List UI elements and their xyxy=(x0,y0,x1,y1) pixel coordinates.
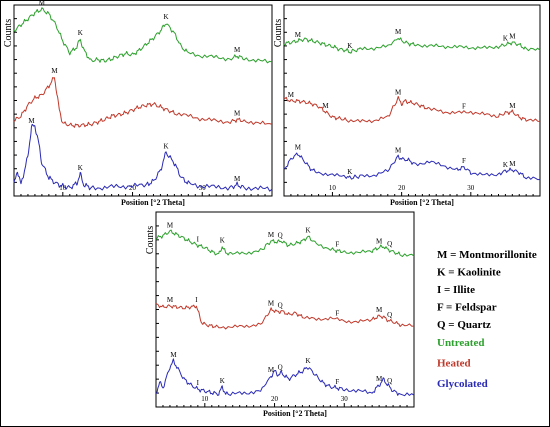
peak-label: M xyxy=(268,300,275,308)
x-tick-label: 30 xyxy=(467,184,475,192)
legend-abbreviation: I = Illite xyxy=(437,284,475,296)
peak-label: M xyxy=(268,366,275,374)
x-tick-label: 20 xyxy=(129,184,137,192)
y-axis-label: Counts xyxy=(3,19,14,47)
series-line-untreated xyxy=(283,37,541,54)
peak-label: Q xyxy=(387,240,392,248)
peak-label: M xyxy=(322,102,329,110)
legend-abbreviation: Q = Quartz xyxy=(437,319,491,331)
peak-label: M xyxy=(234,110,241,118)
peak-label: Q xyxy=(387,377,392,385)
peak-label: M xyxy=(234,175,241,183)
peak-label: M xyxy=(288,91,295,99)
peak-label: Q xyxy=(278,231,283,239)
peak-label: I xyxy=(195,296,198,304)
peak-label: M xyxy=(395,28,402,36)
peak-label: K xyxy=(78,164,83,172)
series-line-heated xyxy=(283,96,541,124)
peak-label: M xyxy=(170,351,177,359)
x-axis-label: Position [°2 Theta] xyxy=(121,198,185,207)
series-line-heated xyxy=(13,77,273,128)
peak-label: Q xyxy=(278,364,283,372)
peak-label: M xyxy=(268,231,275,239)
x-tick-label: 30 xyxy=(341,395,349,403)
x-tick-label: 20 xyxy=(398,184,406,192)
peak-label: Q xyxy=(387,311,392,319)
x-tick-label: 10 xyxy=(201,395,209,403)
peak-label: M xyxy=(509,102,516,110)
peak-label: M xyxy=(376,375,383,383)
peak-label: M xyxy=(167,296,174,304)
y-axis-label: Counts xyxy=(273,19,284,47)
series-line-glycolated xyxy=(283,152,541,181)
series-line-untreated xyxy=(13,7,273,64)
x-tick-label: 10 xyxy=(59,184,67,192)
x-tick-label: 20 xyxy=(271,395,279,403)
series-line-glycolated xyxy=(155,358,415,397)
peak-label: F xyxy=(335,378,339,386)
peak-label: F xyxy=(462,157,466,165)
legend-abbreviation: K = Kaolinite xyxy=(437,267,501,279)
peak-label: M xyxy=(295,144,302,152)
series-line-glycolated xyxy=(13,123,273,192)
peak-label: F xyxy=(462,102,466,110)
legend-abbreviation: M = Montmorillonite xyxy=(437,249,537,261)
peak-label: M xyxy=(167,221,174,229)
peak-label: M xyxy=(234,46,241,54)
peak-label: M xyxy=(509,160,516,168)
legend-treatment: Heated xyxy=(437,358,471,370)
series-line-untreated xyxy=(155,229,415,257)
x-axis-label: Position [°2 Theta] xyxy=(263,409,327,418)
legend: M = Montmorillonite K = Kaolinite I = Illi… xyxy=(437,249,537,390)
peak-label: F xyxy=(335,241,339,249)
peak-label: M xyxy=(295,31,302,39)
x-axis-label: Position [°2 Theta] xyxy=(390,198,454,207)
series-line-heated xyxy=(155,303,415,330)
peak-label: K xyxy=(220,377,225,385)
peak-label: K xyxy=(163,142,168,150)
peak-label: K xyxy=(347,168,352,176)
peak-label: M xyxy=(39,0,46,7)
peak-label: M xyxy=(28,117,35,125)
peak-label: K xyxy=(163,13,168,21)
peak-label: K xyxy=(503,35,508,43)
plot-frame xyxy=(283,4,541,197)
x-tick-label: 10 xyxy=(329,184,337,192)
legend-treatment: Untreated xyxy=(437,337,484,349)
x-tick-label: 30 xyxy=(199,184,207,192)
peak-label: M xyxy=(395,146,402,154)
peak-label: M xyxy=(51,67,58,75)
peak-label: M xyxy=(376,237,383,245)
peak-label: M xyxy=(395,88,402,96)
peak-label: M xyxy=(376,306,383,314)
plot-frame xyxy=(13,4,273,197)
peak-label: K xyxy=(220,236,225,244)
xrd-panel-1: 10 20 30 Counts Position [°2 Theta] M K K M M M M K K… xyxy=(3,0,273,207)
peak-label: K xyxy=(347,42,352,50)
legend-abbreviation: F = Feldspar xyxy=(437,302,497,314)
peak-label: I xyxy=(197,379,200,387)
y-axis-label: Counts xyxy=(145,226,156,254)
peak-label: M xyxy=(509,32,516,40)
peak-label: F xyxy=(335,310,339,318)
peak-label: K xyxy=(305,227,310,235)
legend-treatment: Glycolated xyxy=(437,378,488,390)
peak-label: K xyxy=(78,29,83,37)
peak-label: I xyxy=(197,235,200,243)
peak-label: K xyxy=(305,357,310,365)
peak-label: Q xyxy=(278,301,283,309)
peak-label: K xyxy=(503,161,508,169)
